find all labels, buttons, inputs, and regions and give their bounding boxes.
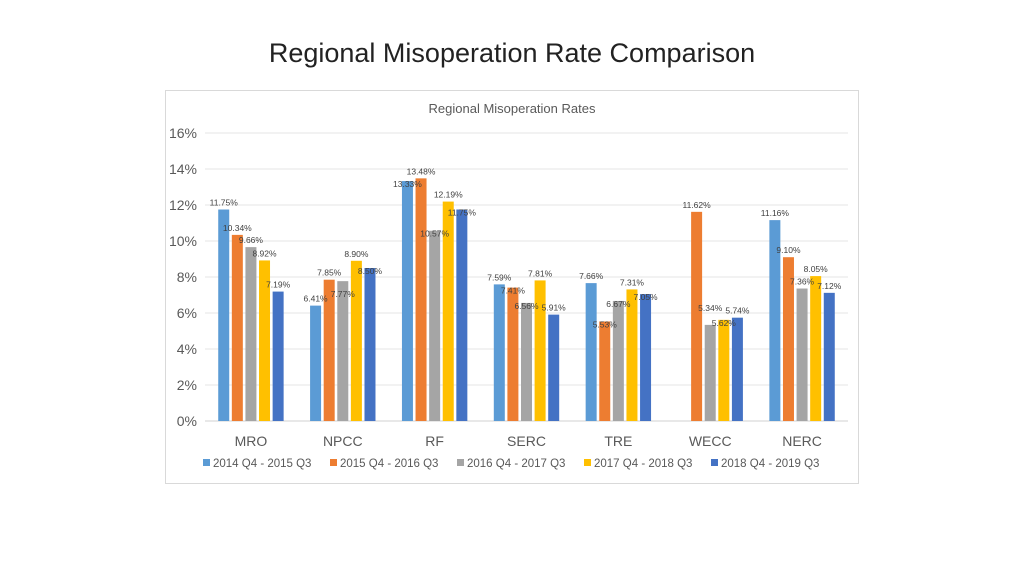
- data-label: 6.56%: [514, 301, 539, 311]
- bar: [350, 260, 362, 421]
- bar: [245, 247, 257, 421]
- bar: [323, 279, 335, 421]
- bar: [810, 276, 822, 421]
- bar: [548, 314, 560, 421]
- data-label: 6.41%: [304, 294, 329, 304]
- data-label: 5.91%: [542, 303, 567, 313]
- legend-label: 2018 Q4 - 2019 Q3: [721, 458, 819, 470]
- data-label: 12.19%: [434, 190, 463, 200]
- slide-title: Regional Misoperation Rate Comparison: [268, 38, 756, 68]
- x-tick-label: TRE: [604, 433, 632, 449]
- y-tick-label: 14%: [169, 161, 197, 177]
- bar: [364, 268, 376, 421]
- data-label: 7.77%: [331, 289, 356, 299]
- bar: [401, 181, 413, 421]
- bar: [640, 294, 652, 421]
- data-label: 11.75%: [448, 208, 477, 218]
- data-label: 6.67%: [606, 299, 631, 309]
- data-label: 7.12%: [817, 281, 842, 291]
- bar: [429, 230, 441, 421]
- x-tick-label: NERC: [782, 433, 822, 449]
- legend-swatch: [457, 459, 464, 466]
- x-tick-label: RF: [425, 433, 444, 449]
- data-label: 13.48%: [407, 166, 436, 176]
- legend-label: 2014 Q4 - 2015 Q3: [213, 458, 311, 470]
- data-label: 7.36%: [790, 277, 815, 287]
- x-tick-label: WECC: [689, 433, 732, 449]
- legend-label: 2016 Q4 - 2017 Q3: [467, 458, 565, 470]
- data-label: 11.62%: [683, 200, 712, 210]
- data-label: 7.85%: [317, 268, 342, 278]
- y-tick-label: 4%: [177, 341, 197, 357]
- data-label: 9.10%: [776, 245, 801, 255]
- bar: [310, 305, 322, 421]
- legend-swatch: [711, 459, 718, 466]
- data-label: 10.57%: [420, 229, 449, 239]
- data-label: 7.05%: [634, 292, 659, 302]
- bar: [718, 319, 730, 421]
- y-tick-label: 10%: [169, 233, 197, 249]
- chart-frame: [165, 90, 859, 484]
- y-tick-label: 0%: [177, 413, 197, 429]
- data-label: 8.05%: [804, 264, 829, 274]
- bar: [796, 288, 808, 421]
- bar: [585, 283, 597, 421]
- bar: [218, 209, 230, 421]
- bar: [493, 284, 505, 421]
- bar: [259, 260, 271, 421]
- bar: [456, 209, 468, 421]
- y-tick-label: 12%: [169, 197, 197, 213]
- data-label: 11.75%: [210, 198, 239, 208]
- legend-label: 2017 Q4 - 2018 Q3: [594, 458, 692, 470]
- bar: [782, 257, 794, 421]
- bar: [626, 289, 638, 421]
- y-tick-label: 8%: [177, 269, 197, 285]
- bar: [521, 302, 532, 421]
- chart-title: Regional Misoperation Rates: [429, 101, 596, 116]
- legend-swatch: [330, 459, 337, 466]
- data-label: 10.34%: [223, 223, 252, 233]
- bar: [337, 281, 349, 421]
- bar: [612, 300, 624, 421]
- legend-label: 2015 Q4 - 2016 Q3: [340, 458, 438, 470]
- data-label: 7.19%: [266, 280, 291, 290]
- data-label: 5.53%: [593, 319, 618, 329]
- data-label: 5.74%: [725, 306, 750, 316]
- bar: [272, 291, 284, 421]
- bar: [534, 280, 546, 421]
- bar: [731, 317, 743, 421]
- bar: [823, 292, 835, 421]
- data-label: 7.41%: [501, 286, 526, 296]
- bar: [599, 321, 611, 421]
- bar: [769, 220, 781, 421]
- x-tick-label: MRO: [235, 433, 268, 449]
- data-label: 8.92%: [252, 248, 277, 258]
- data-label: 13.33%: [393, 179, 422, 189]
- bar: [231, 234, 243, 421]
- data-label: 5.34%: [698, 303, 723, 313]
- legend-swatch: [203, 459, 210, 466]
- data-label: 9.66%: [239, 235, 264, 245]
- data-label: 7.59%: [487, 272, 512, 282]
- legend-swatch: [584, 459, 591, 466]
- y-tick-label: 16%: [169, 125, 197, 141]
- data-label: 7.31%: [620, 277, 645, 287]
- y-tick-label: 2%: [177, 377, 197, 393]
- bar: [442, 201, 454, 421]
- x-tick-label: NPCC: [323, 433, 363, 449]
- data-label: 7.66%: [579, 271, 604, 281]
- bar: [415, 178, 427, 421]
- bar: [507, 287, 519, 421]
- data-label: 8.90%: [344, 249, 369, 259]
- bar: [704, 324, 716, 421]
- x-tick-label: SERC: [507, 433, 546, 449]
- bar: [691, 211, 703, 421]
- data-label: 7.81%: [528, 268, 553, 278]
- y-tick-label: 6%: [177, 305, 197, 321]
- data-label: 8.50%: [358, 266, 383, 276]
- data-label: 5.62%: [712, 318, 737, 328]
- data-label: 11.16%: [761, 208, 790, 218]
